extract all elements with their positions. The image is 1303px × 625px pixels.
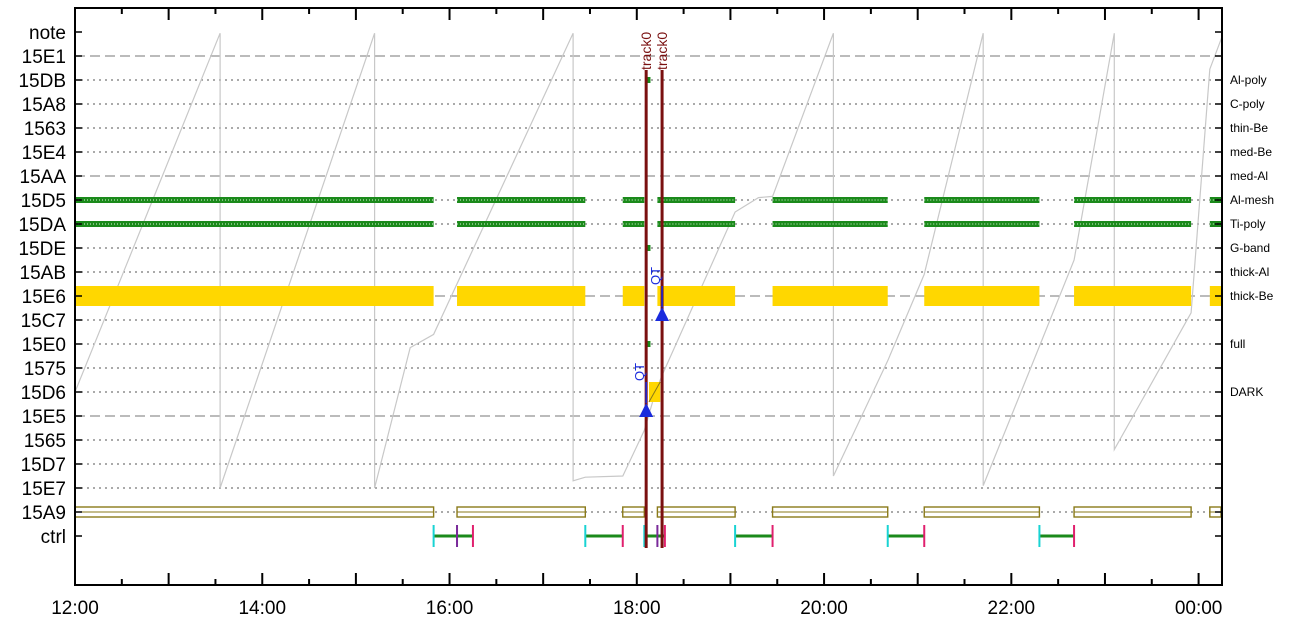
grey-trace bbox=[74, 32, 1223, 489]
green-bar-15DA bbox=[1074, 221, 1192, 227]
row-label-15E1: 15E1 bbox=[22, 47, 66, 68]
right-label-G-band: G-band bbox=[1230, 241, 1270, 255]
y-axis-labels: note 15E1 15DB 15A8 1563 15E4 15AA 15D5 15DA 15DE… bbox=[18, 23, 66, 548]
row-label-15D7: 15D7 bbox=[21, 455, 66, 476]
right-label-thick-Al: thick-Al bbox=[1230, 265, 1269, 279]
x-tick-label: 16:00 bbox=[426, 598, 474, 619]
row-label-1575: 1575 bbox=[24, 359, 66, 380]
dark-block-diagonal bbox=[648, 381, 661, 403]
yellow-bar bbox=[772, 286, 888, 306]
qt-label: QT bbox=[648, 267, 663, 285]
row-label-15AB: 15AB bbox=[20, 263, 66, 284]
right-label-C-poly: C-poly bbox=[1230, 97, 1265, 111]
small-mark bbox=[647, 77, 651, 83]
row-label-15DE: 15DE bbox=[18, 239, 66, 260]
right-row-labels: Al-poly C-poly thin-Be med-Be med-Al Al-mesh T… bbox=[1230, 73, 1274, 399]
qt-triangle bbox=[655, 307, 670, 321]
right-label-thin-Be: thin-Be bbox=[1230, 121, 1268, 135]
yellow-bar bbox=[75, 286, 434, 306]
axis-ticks bbox=[74, 8, 1222, 585]
track-label: track0 bbox=[638, 32, 654, 70]
row-label-1563: 1563 bbox=[24, 119, 66, 140]
right-label-full: full bbox=[1230, 337, 1245, 351]
x-tick-label: 14:00 bbox=[238, 598, 286, 619]
right-label-Al-mesh: Al-mesh bbox=[1230, 193, 1274, 207]
yellow-bar bbox=[622, 286, 645, 306]
small-mark bbox=[647, 341, 651, 347]
right-label-DARK: DARK bbox=[1230, 385, 1263, 399]
row-label-note: note bbox=[29, 23, 66, 44]
green-bar-15DA bbox=[622, 221, 645, 227]
row-label-15DA: 15DA bbox=[18, 215, 66, 236]
row-label-1565: 1565 bbox=[24, 431, 66, 452]
green-bar-15DA bbox=[75, 221, 434, 227]
row-label-15DB: 15DB bbox=[18, 71, 66, 92]
row-label-15E0: 15E0 bbox=[22, 335, 66, 356]
row-label-15E7: 15E7 bbox=[22, 479, 66, 500]
x-tick-label: 00:00 bbox=[1175, 598, 1223, 619]
row-label-ctrl: ctrl bbox=[41, 527, 66, 548]
yellow-bar bbox=[457, 286, 586, 306]
row-label-15E6: 15E6 bbox=[22, 287, 66, 308]
yellow-bar bbox=[924, 286, 1040, 306]
grey-trace-line bbox=[74, 32, 1223, 489]
row-label-15AA: 15AA bbox=[20, 167, 67, 188]
right-label-Al-poly: Al-poly bbox=[1230, 73, 1267, 87]
x-tick-label: 22:00 bbox=[988, 598, 1036, 619]
green-bar-15D5 bbox=[657, 197, 736, 203]
right-label-thick-Be: thick-Be bbox=[1230, 289, 1274, 303]
track-markers: track0 track0 QT QT bbox=[632, 32, 670, 548]
green-bar-15DA bbox=[657, 221, 736, 227]
right-label-Ti-poly: Ti-poly bbox=[1230, 217, 1266, 231]
track-label: track0 bbox=[654, 32, 670, 70]
x-tick-label: 12:00 bbox=[51, 598, 99, 619]
qt-label: QT bbox=[632, 363, 647, 381]
green-bar-15D5 bbox=[75, 197, 434, 203]
x-tick-label: 18:00 bbox=[613, 598, 661, 619]
qt-triangle bbox=[639, 403, 654, 417]
small-mark bbox=[647, 245, 651, 251]
row-bars bbox=[74, 77, 1222, 518]
row-label-15C7: 15C7 bbox=[21, 311, 66, 332]
x-tick-label: 20:00 bbox=[800, 598, 848, 619]
right-label-med-Be: med-Be bbox=[1230, 145, 1272, 159]
right-label-med-Al: med-Al bbox=[1230, 169, 1268, 183]
green-bar-15D5 bbox=[622, 197, 645, 203]
ctrl-events bbox=[432, 525, 1076, 547]
row-label-15A9: 15A9 bbox=[22, 503, 66, 524]
row-label-15D6: 15D6 bbox=[21, 383, 66, 404]
x-axis-labels: 12:00 14:00 16:00 18:00 20:00 22:00 00:00 bbox=[51, 598, 1222, 619]
green-bar-15D5 bbox=[1074, 197, 1192, 203]
row-label-15E5: 15E5 bbox=[22, 407, 66, 428]
yellow-bar bbox=[1074, 286, 1192, 306]
row-label-15E4: 15E4 bbox=[22, 143, 67, 164]
row-label-15A8: 15A8 bbox=[22, 95, 66, 116]
row-label-15D5: 15D5 bbox=[21, 191, 66, 212]
green-bar-15DA bbox=[457, 221, 586, 227]
green-bar-15D5 bbox=[457, 197, 586, 203]
yellow-bar bbox=[657, 286, 736, 306]
